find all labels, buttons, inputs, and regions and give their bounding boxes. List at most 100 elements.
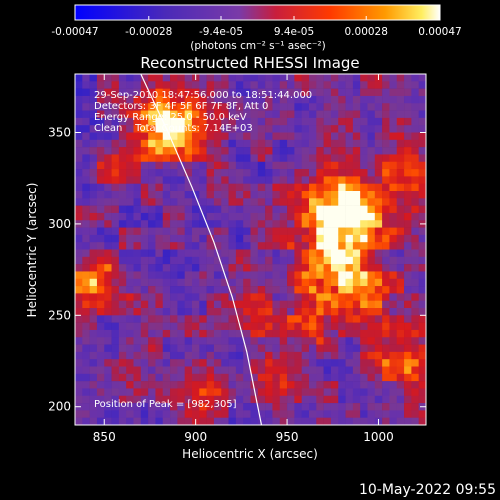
heatmap-cell <box>316 366 324 375</box>
heatmap-cell <box>104 293 112 301</box>
heatmap-cell <box>279 132 288 141</box>
heatmap-cell <box>418 198 426 206</box>
heatmap-cell <box>418 139 426 148</box>
heatmap-cell <box>396 198 405 206</box>
heatmap-cell <box>345 271 354 280</box>
heatmap-cell <box>374 329 383 338</box>
heatmap-cell <box>82 220 90 228</box>
heatmap-cell <box>316 373 324 382</box>
heatmap-cell <box>360 410 368 418</box>
heatmap-cell <box>250 81 259 89</box>
heatmap-cell <box>162 381 171 389</box>
heatmap-cell <box>360 103 368 111</box>
heatmap-cell <box>418 286 426 294</box>
heatmap-cell <box>396 249 405 258</box>
heatmap-cell <box>148 147 156 155</box>
heatmap-cell <box>382 322 390 331</box>
heatmap-cell <box>272 227 281 236</box>
heatmap-cell <box>411 161 419 170</box>
heatmap-cell <box>126 308 134 316</box>
heatmap-cell <box>382 293 390 301</box>
heatmap-cell <box>111 351 120 360</box>
heatmap-cell <box>170 154 178 163</box>
heatmap-cell <box>360 139 368 148</box>
heatmap-cell <box>206 249 215 258</box>
heatmap-cell <box>345 256 354 265</box>
heatmap-cell <box>133 315 142 323</box>
heatmap-cell <box>404 147 412 155</box>
heatmap-cell <box>345 220 354 228</box>
heatmap-cell <box>96 234 105 243</box>
heatmap-cell <box>96 103 105 111</box>
heatmap-cell <box>162 74 171 82</box>
heatmap-cell <box>221 286 229 294</box>
heatmap-cell <box>162 344 171 353</box>
heatmap-cell <box>265 344 273 353</box>
heatmap-cell <box>206 337 215 345</box>
heatmap-cell <box>221 169 229 177</box>
heatmap-cell <box>228 271 237 280</box>
heatmap-cell <box>213 403 222 411</box>
heatmap-cell <box>360 81 368 89</box>
heatmap-cell <box>352 117 361 126</box>
heatmap-cell <box>243 88 251 97</box>
heatmap-cell <box>367 417 376 425</box>
heatmap-cell <box>192 293 200 301</box>
heatmap-cell <box>228 205 237 214</box>
heatmap-cell <box>184 169 193 177</box>
heatmap-cell <box>75 410 83 418</box>
heatmap-cell <box>133 234 142 243</box>
heatmap-cell <box>89 154 98 163</box>
heatmap-cell <box>323 176 332 184</box>
heatmap-cell <box>89 271 98 280</box>
heatmap-cell <box>96 329 105 338</box>
heatmap-cell <box>104 110 112 119</box>
heatmap-cell <box>228 315 237 323</box>
heatmap-cell <box>382 315 390 323</box>
heatmap-cell <box>360 249 368 258</box>
heatmap-cell <box>389 212 398 221</box>
heatmap-cell <box>148 103 156 111</box>
heatmap-cell <box>96 286 105 294</box>
heatmap-cell <box>367 286 376 294</box>
heatmap-cell <box>213 176 222 184</box>
heatmap-cell <box>155 74 164 82</box>
heatmap-cell <box>404 329 412 338</box>
heatmap-cell <box>111 110 120 119</box>
heatmap-cell <box>206 110 215 119</box>
heatmap-cell <box>389 147 398 155</box>
heatmap-cell <box>389 198 398 206</box>
heatmap-cell <box>118 249 127 258</box>
heatmap-cell <box>272 351 281 360</box>
heatmap-cell <box>235 359 244 367</box>
heatmap-cell <box>177 278 185 287</box>
heatmap-cell <box>111 81 120 89</box>
heatmap-cell <box>184 300 193 309</box>
heatmap-cell <box>352 234 361 243</box>
heatmap-cell <box>192 300 200 309</box>
heatmap-cell <box>126 300 134 309</box>
heatmap-cell <box>345 293 354 301</box>
heatmap-cell <box>404 191 412 199</box>
heatmap-cell <box>148 286 156 294</box>
heatmap-cell <box>404 220 412 228</box>
heatmap-cell <box>301 117 310 126</box>
heatmap-cell <box>257 410 266 418</box>
heatmap-cell <box>294 161 302 170</box>
heatmap-cell <box>287 293 295 301</box>
heatmap-cell <box>418 154 426 163</box>
heatmap-cell <box>75 256 83 265</box>
heatmap-cell <box>389 395 398 404</box>
heatmap-cell <box>382 373 390 382</box>
heatmap-cell <box>148 249 156 258</box>
heatmap-cell <box>221 139 229 148</box>
heatmap-cell <box>243 117 251 126</box>
heatmap-cell <box>272 117 281 126</box>
heatmap-cell <box>243 344 251 353</box>
heatmap-cell <box>411 322 419 331</box>
heatmap-cell <box>133 110 142 119</box>
heatmap-cell <box>192 388 200 397</box>
heatmap-cell <box>140 417 149 425</box>
heatmap-cell <box>287 205 295 214</box>
heatmap-cell <box>243 286 251 294</box>
